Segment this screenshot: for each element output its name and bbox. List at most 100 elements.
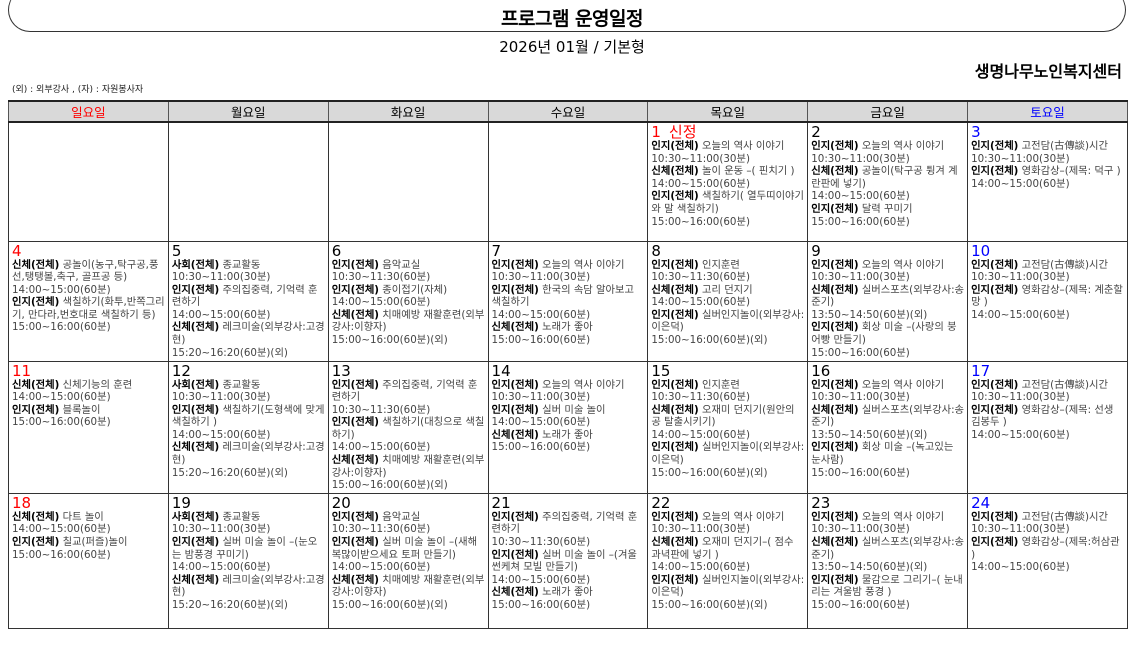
program-title: 주의집중력, 기억력 훈련하기 xyxy=(491,510,638,536)
calendar-day-cell[interactable]: 16 인지(전체) 오늘의 역사 이야기 10:30~11:00(30분) 신체(전체… xyxy=(807,360,969,494)
calendar-day-cell[interactable]: 9 인지(전체) 오늘의 역사 이야기 10:30~11:00(30분) 신체(전체)… xyxy=(807,240,969,362)
calendar-day-cell[interactable]: 12 사회(전체) 종교활동 10:30~11:00(30분) 인지(전체) 색칠하기… xyxy=(167,360,329,494)
calendar-day-cell[interactable]: 6 인지(전체) 음악교실 10:30~11:30(60분) 인지(전체) 종이접기(… xyxy=(327,240,489,362)
calendar-day-cell[interactable]: 3 인지(전체) 고전담(古傳談)시간 10:30~11:00(30분) 인지(전체)… xyxy=(967,121,1128,242)
program-item: 신체(전체) 치매예방 재활훈련(외부강사:이향자) xyxy=(332,309,485,334)
calendar-day-cell[interactable]: 11 신체(전체) 신체기능의 훈련 14:00~15:00(60분) 인지(전체) … xyxy=(8,360,169,494)
program-title: 치매예방 재활훈련(외부강사:이향자) xyxy=(331,573,485,599)
program-title: 다트 놀이 xyxy=(62,510,104,523)
calendar-day-cell[interactable]: 20 인지(전체) 음악교실 10:30~11:30(60분) 인지(전체) 실버 미… xyxy=(327,492,489,629)
calendar-day-cell[interactable]: 22 인지(전체) 오늘의 역사 이야기 10:30~11:00(30분) 신체(전체… xyxy=(647,492,809,629)
program-time: 15:00~16:00(60분) xyxy=(651,215,750,228)
calendar-day-cell[interactable]: 14 인지(전체) 오늘의 역사 이야기 10:30~11:00(30분) 인지(전체… xyxy=(487,360,649,494)
program-title: 회상 미술 –(사랑의 붕어빵 만들기) xyxy=(811,321,957,347)
program-category: 신체(전체) xyxy=(171,321,220,334)
day-number-row: 15 xyxy=(651,363,804,379)
program-time: 10:30~11:00(30분) xyxy=(491,391,591,404)
program-title: 레크미술(외부강사:고경현) xyxy=(171,573,325,599)
program-time: 14:00~15:00(60분) xyxy=(12,283,111,296)
program-title: 한국의 속담 알아보고 색칠하기 xyxy=(491,283,634,309)
program-category: 신체(전체) xyxy=(811,165,859,178)
calendar-day-cell[interactable]: 13 인지(전체) 주의집중력, 기억력 훈련하기 10:30~11:30(60분)… xyxy=(327,360,489,494)
program-item: 사회(전체) 종교활동 xyxy=(172,379,325,392)
program-category: 인지(전체) xyxy=(811,573,859,586)
calendar-day-cell[interactable]: 4 신체(전체) 공놀이(농구,탁구공,풍선,탱탱볼,축구, 골프공 등) 14:0… xyxy=(8,240,169,362)
program-time: 10:30~11:00(30분) xyxy=(971,391,1070,404)
program-category: 인지(전체) xyxy=(971,403,1019,416)
day-number-row: 3 xyxy=(971,124,1124,140)
calendar-day-cell[interactable]: 5 사회(전체) 종교활동 10:30~11:00(30분) 인지(전체) 주의집중력… xyxy=(167,240,329,362)
calendar-day-cell[interactable]: 7 인지(전체) 오늘의 역사 이야기 10:30~11:00(30분) 인지(전체)… xyxy=(487,240,649,362)
program-title: 영화감상–(제목: 계춘할망 ) xyxy=(971,283,1123,309)
program-time: 15:00~16:00(60분)(외) xyxy=(331,334,448,347)
program-item: 인지(전체) 주의집중력, 기억력 훈련하기 xyxy=(332,379,485,404)
program-time: 14:00~15:00(60분) xyxy=(171,428,271,441)
program-item: 신체(전체) 치매예방 재활훈련(외부강사:이향자) xyxy=(332,454,485,479)
day-number-row: 11 xyxy=(12,363,165,379)
day-number: 19 xyxy=(171,493,191,512)
weekday-header: 토요일 xyxy=(967,100,1128,123)
program-category: 신체(전체) xyxy=(12,510,60,523)
page-subtitle: 2026년 01월 / 기본형 xyxy=(499,38,645,56)
calendar-day-cell[interactable]: 17 인지(전체) 고전담(古傳談)시간 10:30~11:00(30분) 인지(전체… xyxy=(967,360,1128,494)
program-time: 10:30~11:00(30분) xyxy=(971,271,1070,284)
program-category: 인지(전체) xyxy=(811,258,859,271)
calendar-day-cell[interactable]: 23 인지(전체) 오늘의 역사 이야기 10:30~11:00(30분) 신체(전체… xyxy=(807,492,969,629)
program-item: 인지(전체) 인지훈련 xyxy=(651,379,804,392)
program-time: 15:00~16:00(60분) xyxy=(491,334,591,347)
program-category: 인지(전체) xyxy=(811,140,859,152)
calendar-day-cell[interactable]: 10 인지(전체) 고전담(古傳談)시간 10:30~11:00(30분) 인지(전체… xyxy=(967,240,1128,362)
program-title: 치매예방 재활훈련(외부강사:이향자) xyxy=(331,454,485,479)
calendar-day-cell[interactable]: 15 인지(전체) 인지훈련 10:30~11:30(60분) 신체(전체) 오재미 … xyxy=(647,360,809,494)
program-category: 인지(전체) xyxy=(811,321,859,334)
day-number: 18 xyxy=(12,493,32,512)
calendar-day-cell[interactable]: 18 신체(전체) 다트 놀이 14:00~15:00(60분) 인지(전체) 칠교(… xyxy=(8,492,169,629)
program-item: 인지(전체) 인지훈련 xyxy=(651,259,804,272)
day-number: 1 xyxy=(651,123,661,141)
weekday-header: 목요일 xyxy=(647,100,809,123)
program-time: 10:30~11:30(60분) xyxy=(331,403,431,416)
program-category: 신체(전체) xyxy=(331,308,379,321)
program-title: 치매예방 재활훈련(외부강사:이향자) xyxy=(331,308,485,334)
program-item: 인지(전체) 영화감상–(제목: 계춘할망 ) xyxy=(971,284,1124,309)
program-item: 인지(전체) 실버 미술 놀이 –(새해복많이받으세요 토퍼 만들기) xyxy=(332,536,485,561)
day-number: 9 xyxy=(811,241,821,260)
program-category: 인지(전체) xyxy=(331,416,379,429)
day-number: 16 xyxy=(811,361,831,380)
program-time: 13:50~14:50(60분)(외) xyxy=(811,308,928,321)
program-category: 신체(전체) xyxy=(651,403,699,416)
calendar-day-cell[interactable]: 8 인지(전체) 인지훈련 10:30~11:30(60분) 신체(전체) 고리 던지… xyxy=(647,240,809,362)
program-category: 인지(전체) xyxy=(491,258,539,271)
program-item: 인지(전체) 물감으로 그리기–( 눈내리는 겨울밤 풍경 ) xyxy=(811,574,964,599)
calendar-day-cell[interactable]: 1 신정 인지(전체) 오늘의 역사 이야기 10:30~11:00(30분) 신체(전… xyxy=(647,121,809,242)
program-title: 신체기능의 훈련 xyxy=(62,378,133,391)
program-time: 15:00~16:00(60분) xyxy=(811,215,910,228)
day-number-row: 22 xyxy=(651,495,804,511)
program-category: 인지(전체) xyxy=(651,573,699,586)
program-title: 고리 던지기 xyxy=(701,283,753,296)
program-category: 신체(전체) xyxy=(12,258,60,271)
calendar-day-cell xyxy=(487,121,649,242)
program-category: 사회(전체) xyxy=(171,258,220,271)
day-number: 4 xyxy=(12,241,22,260)
program-time: 14:00~15:00(60분) xyxy=(651,177,750,190)
program-title: 색칠하기( 열두띠이야기와 말 색칠하기) xyxy=(651,190,804,215)
day-number: 24 xyxy=(971,493,991,512)
program-category: 신체(전체) xyxy=(811,403,859,416)
program-title: 색칠하기(화투,반쪽그리기, 만다라,번호대로 색칠하기 등) xyxy=(12,296,165,321)
day-number-row: 2 xyxy=(811,124,964,140)
calendar-body: 1 신정 인지(전체) 오늘의 역사 이야기 10:30~11:00(30분) 신체(전… xyxy=(8,121,1128,629)
calendar-day-cell[interactable]: 2 인지(전체) 오늘의 역사 이야기 10:30~11:00(30분) 신체(전체)… xyxy=(807,121,969,242)
day-number-row: 4 xyxy=(12,243,165,259)
calendar-day-cell[interactable]: 21 인지(전체) 주의집중력, 기억력 훈련하기 10:30~11:30(60분)… xyxy=(487,492,649,629)
day-number: 21 xyxy=(491,493,511,512)
program-category: 인지(전체) xyxy=(331,510,379,523)
day-number: 20 xyxy=(331,493,351,512)
calendar-day-cell[interactable]: 24 인지(전체) 고전담(古傳談)시간 10:30~11:00(30분) 인지(전체… xyxy=(967,492,1128,629)
program-title: 종교활동 xyxy=(222,510,261,523)
program-title: 인지훈련 xyxy=(701,378,740,391)
program-title: 실버인지놀이(외부강사:이은덕) xyxy=(651,573,805,599)
calendar-day-cell[interactable]: 19 사회(전체) 종교활동 10:30~11:00(30분) 인지(전체) 실버 미… xyxy=(167,492,329,629)
program-time: 10:30~11:00(30분) xyxy=(971,523,1070,536)
weekday-header: 수요일 xyxy=(487,100,649,123)
